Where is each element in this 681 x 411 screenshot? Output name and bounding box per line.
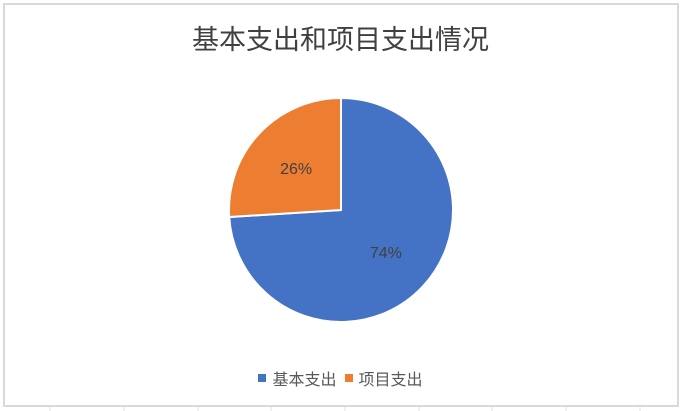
- legend-item-1: 项目支出: [344, 366, 423, 390]
- legend: 基本支出 项目支出: [0, 366, 681, 390]
- legend-swatch-0: [258, 374, 267, 382]
- legend-label-1: 项目支出: [358, 370, 423, 389]
- legend-swatch-1: [344, 374, 353, 382]
- legend-label-0: 基本支出: [272, 370, 337, 389]
- chart-area[interactable]: [3, 3, 679, 407]
- data-label-0: 74%: [370, 245, 402, 262]
- legend-item-0: 基本支出: [258, 366, 337, 390]
- pie-slice-1[interactable]: [228, 96, 342, 219]
- data-label-1: 26%: [280, 161, 312, 178]
- chart-title: 基本支出和项目支出情况: [192, 25, 489, 56]
